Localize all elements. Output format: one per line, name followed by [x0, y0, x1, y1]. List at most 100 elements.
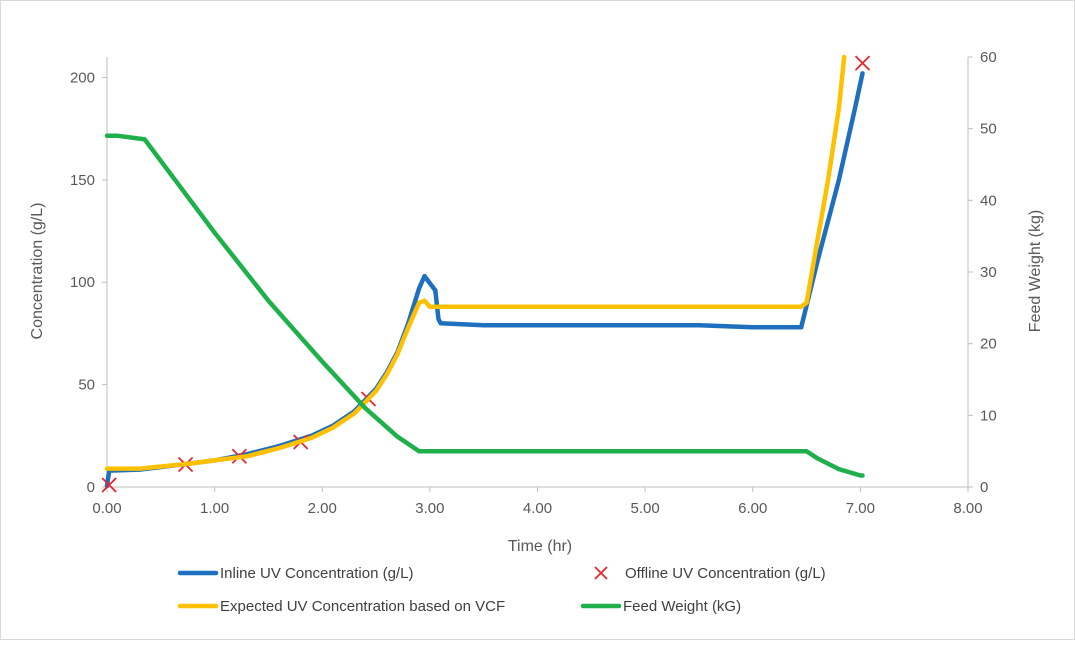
data-point — [320, 359, 325, 364]
data-point — [309, 435, 314, 440]
data-point — [105, 133, 109, 138]
data-point — [643, 304, 648, 309]
axes: 0.00 1.00 2.00 3.00 4.00 5.00 6.00 7.00 8.00 0 50 1… — [70, 49, 997, 517]
data-point — [277, 446, 282, 451]
x-tick-label: 7.00 — [846, 500, 875, 517]
y-tick-label: 100 — [70, 274, 95, 291]
series-3 — [104, 54, 847, 471]
y2-tick-label: 40 — [980, 192, 997, 209]
legend-swatch — [594, 566, 608, 580]
data-point — [696, 304, 701, 309]
data-point — [589, 304, 594, 309]
data-point — [212, 458, 217, 463]
data-point — [433, 288, 438, 293]
data-point — [854, 55, 871, 71]
series-layer — [101, 54, 871, 493]
data-point — [180, 462, 185, 467]
legend-label: Expected UV Concentration based on VCF — [220, 598, 505, 615]
data-point — [417, 449, 422, 454]
data-point — [427, 304, 432, 309]
data-point — [169, 173, 174, 178]
data-point — [836, 467, 841, 472]
data-point — [406, 325, 411, 330]
data-point — [417, 300, 422, 305]
data-point — [105, 466, 109, 471]
data-point — [535, 323, 540, 328]
x-tick-label: 1.00 — [200, 500, 229, 517]
data-point — [836, 177, 841, 182]
y-tick-label: 0 — [87, 479, 95, 496]
legend-label: Offline UV Concentration (g/L) — [625, 565, 826, 582]
y-axis-title: Concentration (g/L) — [29, 203, 46, 340]
data-point — [750, 449, 755, 454]
data-point — [137, 466, 142, 471]
data-point — [481, 323, 486, 328]
data-point — [115, 133, 120, 138]
data-point — [266, 298, 271, 303]
data-point — [481, 449, 486, 454]
data-point — [842, 55, 847, 59]
y2-tick-label: 20 — [980, 336, 997, 353]
x-axis-title: Time (hr) — [508, 538, 572, 555]
data-point — [836, 106, 841, 111]
legend-label: Feed Weight (kG) — [623, 598, 741, 615]
data-point — [750, 325, 755, 330]
data-point — [422, 274, 427, 279]
data-point — [244, 454, 249, 459]
legend-item-2: Offline UV Concentration (g/L) — [594, 565, 826, 582]
data-point — [212, 230, 217, 235]
data-point — [535, 449, 540, 454]
x-tick-label: 3.00 — [415, 500, 444, 517]
data-point — [331, 425, 335, 430]
x-tick-label: 6.00 — [738, 500, 767, 517]
data-point — [427, 449, 432, 454]
data-point — [422, 298, 427, 303]
data-point — [643, 449, 648, 454]
data-point — [815, 456, 820, 461]
x-tick-label: 0.00 — [92, 500, 121, 517]
series-4 — [104, 133, 865, 478]
x-tick-label: 5.00 — [631, 500, 660, 517]
data-point — [417, 286, 422, 291]
data-point — [374, 388, 379, 393]
data-point — [142, 137, 147, 142]
data-point — [395, 351, 400, 356]
data-point — [815, 259, 820, 264]
x-tick-label: 8.00 — [953, 500, 982, 517]
data-point — [696, 323, 701, 328]
data-point — [589, 449, 594, 454]
y2-tick-label: 60 — [980, 49, 997, 66]
data-point — [363, 406, 368, 411]
y2-tick-label: 50 — [980, 121, 997, 138]
data-point — [436, 317, 441, 322]
data-point — [860, 473, 865, 478]
x-tick-label: 2.00 — [308, 500, 337, 517]
data-point — [799, 325, 804, 330]
data-point — [438, 321, 443, 326]
data-point — [853, 106, 857, 111]
data-point — [101, 477, 117, 493]
data-point — [804, 300, 809, 305]
legend-item-3: Expected UV Concentration based on VCF — [177, 598, 505, 615]
y-tick-label: 50 — [78, 377, 95, 394]
data-point — [535, 304, 540, 309]
data-point — [589, 323, 594, 328]
y2-tick-label: 0 — [980, 479, 988, 496]
data-point — [384, 372, 389, 377]
data-point — [750, 304, 755, 309]
data-point — [799, 304, 804, 309]
y-tick-label: 200 — [70, 69, 95, 86]
y2-tick-label: 10 — [980, 407, 997, 424]
x-tick-label: 4.00 — [523, 500, 552, 517]
data-point — [481, 304, 486, 309]
data-point — [804, 449, 809, 454]
legend: Inline UV Concentration (g/L) Offline UV … — [177, 565, 826, 615]
y2-tick-label: 30 — [980, 264, 997, 281]
data-point — [860, 71, 865, 76]
data-point — [815, 239, 820, 244]
series-line — [104, 133, 865, 478]
data-point — [643, 323, 648, 328]
data-point — [826, 177, 831, 182]
y-tick-label: 150 — [70, 172, 95, 189]
